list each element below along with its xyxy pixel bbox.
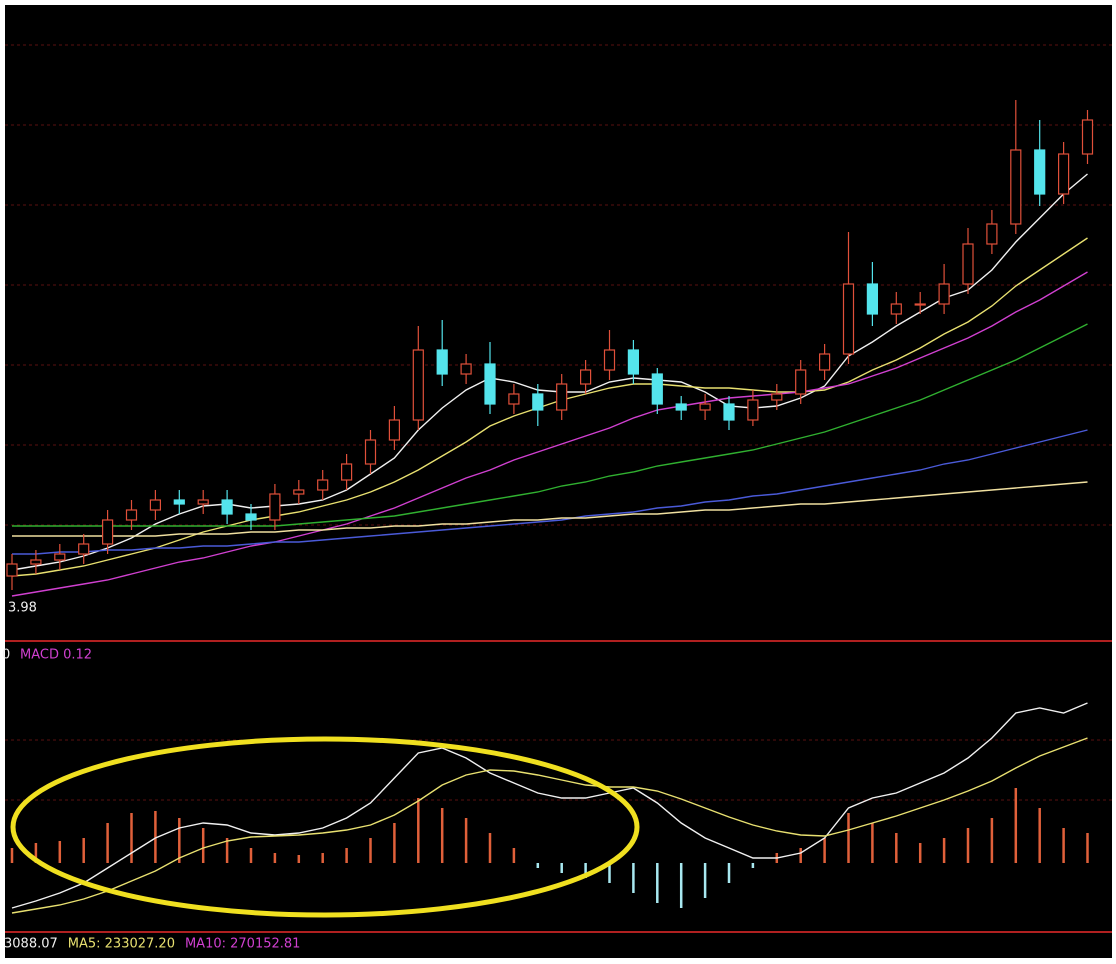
- candle-body: [842, 283, 855, 355]
- price-panel: [6, 100, 1094, 597]
- candle-body: [1034, 149, 1046, 195]
- background: [5, 5, 1112, 958]
- volume-label: 3088.07: [4, 937, 58, 952]
- candle-body: [221, 499, 233, 515]
- candle-body: [388, 419, 400, 441]
- candle-body: [747, 399, 759, 421]
- candle-body: [986, 223, 998, 245]
- candle-body: [1010, 149, 1022, 225]
- candle-body: [412, 349, 424, 421]
- line: [11, 702, 1088, 909]
- candle-body: [364, 439, 377, 465]
- candle-body: [484, 363, 496, 405]
- candle-body: [1081, 119, 1094, 155]
- macd-title: MACD 0.12: [20, 648, 92, 663]
- candle-body: [866, 283, 879, 315]
- candle-body: [460, 363, 472, 375]
- candle-body: [938, 283, 950, 305]
- candle-body: [890, 303, 902, 315]
- candle-body: [173, 499, 185, 505]
- candle-body: [269, 493, 281, 521]
- candle-body: [579, 369, 592, 385]
- line: [11, 173, 1088, 571]
- candle-body: [293, 489, 305, 495]
- candle-body: [197, 499, 209, 505]
- candle-body: [508, 393, 520, 405]
- candle-body: [699, 403, 711, 411]
- candle-body: [675, 403, 687, 411]
- candle-body: [771, 393, 783, 401]
- candle-body: [317, 479, 329, 491]
- low-label: 3.98: [8, 601, 37, 616]
- line: [12, 323, 1088, 527]
- candle-body: [532, 393, 544, 411]
- line: [12, 429, 1088, 555]
- candle-body: [723, 403, 735, 421]
- candle-body: [78, 543, 90, 555]
- candle-body: [1057, 153, 1070, 195]
- candle-body: [101, 519, 114, 545]
- volume-label: MA5: 233027.20: [68, 937, 175, 952]
- candle-body: [962, 243, 974, 285]
- line: [11, 737, 1088, 914]
- volume-label: MA10: 270152.81: [185, 937, 300, 952]
- candle-body: [149, 499, 161, 511]
- line: [11, 237, 1088, 577]
- candle-body: [125, 509, 138, 521]
- candle-body: [818, 353, 831, 371]
- candle-body: [6, 563, 18, 577]
- candle-body: [54, 553, 66, 561]
- candle-body: [651, 373, 663, 405]
- candle-body: [556, 383, 568, 411]
- volume-header: 3088.07 MA5: 233027.20 MA10: 270152.81: [4, 937, 300, 952]
- candle-body: [603, 349, 616, 371]
- line: [12, 481, 1088, 537]
- candle-body: [245, 513, 257, 521]
- candle-body: [627, 349, 640, 375]
- candle-body: [30, 559, 42, 565]
- candle-body: [795, 369, 807, 395]
- macd-prefix: 0: [2, 648, 10, 663]
- line: [11, 271, 1088, 597]
- candle-body: [341, 463, 353, 481]
- macd-panel: [10, 702, 1089, 914]
- candle-body: [436, 349, 448, 375]
- candle-body: [914, 303, 926, 306]
- highlight-ellipse: [10, 736, 640, 918]
